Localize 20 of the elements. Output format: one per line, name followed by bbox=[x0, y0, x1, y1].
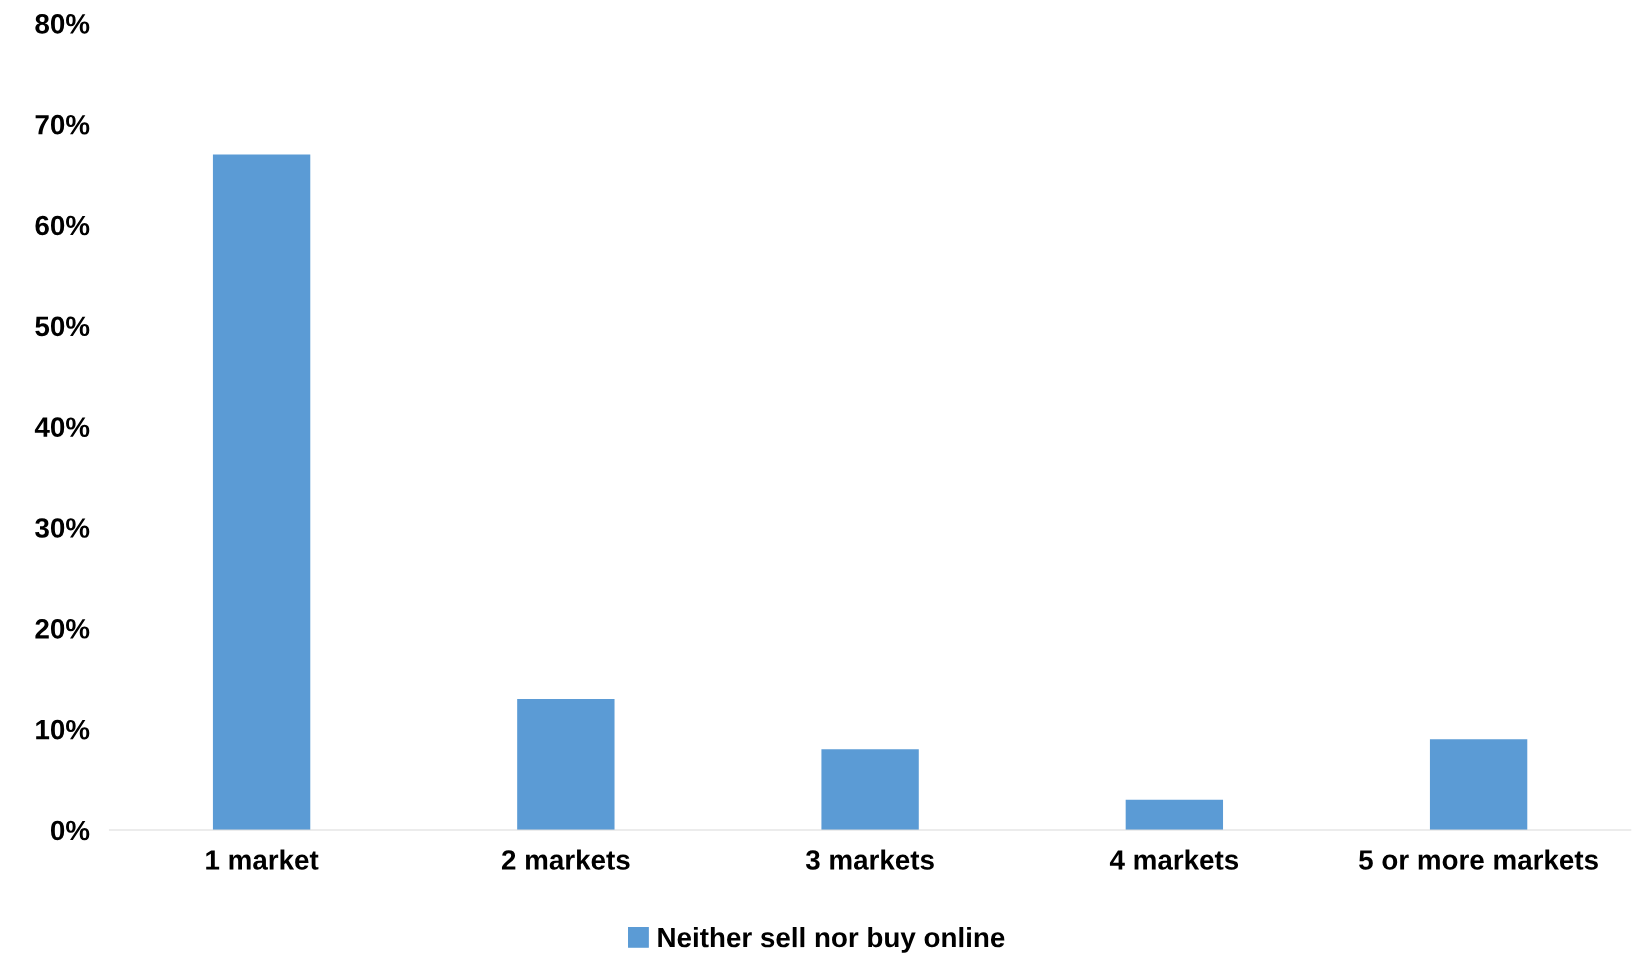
bar bbox=[212, 154, 311, 830]
x-tick-label: 2 markets bbox=[501, 849, 630, 870]
y-tick-label: 40% bbox=[34, 417, 90, 437]
y-tick-label: 0% bbox=[50, 820, 90, 841]
x-tick-label: 5 or more markets bbox=[1359, 849, 1598, 870]
y-tick-label: 10% bbox=[36, 719, 90, 740]
y-tick-label: 30% bbox=[35, 518, 90, 538]
y-tick-label: 20% bbox=[35, 618, 90, 639]
y-tick-label: 60% bbox=[35, 215, 90, 236]
legend-label: Neither sell nor buy online bbox=[658, 926, 1005, 953]
bar bbox=[1429, 739, 1528, 830]
y-tick-label: 70% bbox=[35, 114, 90, 135]
x-tick-label: 1 market bbox=[206, 849, 319, 870]
y-tick-label: 80% bbox=[35, 14, 90, 34]
x-tick-label: 4 markets bbox=[1109, 849, 1239, 870]
y-tick-label: 50% bbox=[35, 316, 90, 337]
x-tick-label: 3 markets bbox=[805, 849, 934, 870]
bar bbox=[1125, 799, 1224, 830]
bar bbox=[821, 749, 919, 830]
bar bbox=[517, 698, 615, 830]
